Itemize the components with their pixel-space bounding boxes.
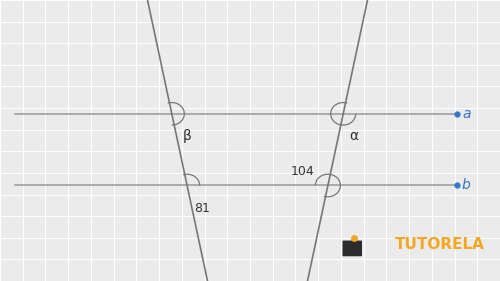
- FancyBboxPatch shape: [342, 241, 362, 256]
- Text: TUTORELA: TUTORELA: [395, 237, 485, 252]
- Text: 81: 81: [194, 202, 210, 215]
- Text: α: α: [349, 129, 358, 143]
- Text: b: b: [462, 178, 471, 192]
- Text: 104: 104: [290, 166, 314, 178]
- Text: a: a: [462, 107, 470, 121]
- Text: β: β: [183, 129, 192, 143]
